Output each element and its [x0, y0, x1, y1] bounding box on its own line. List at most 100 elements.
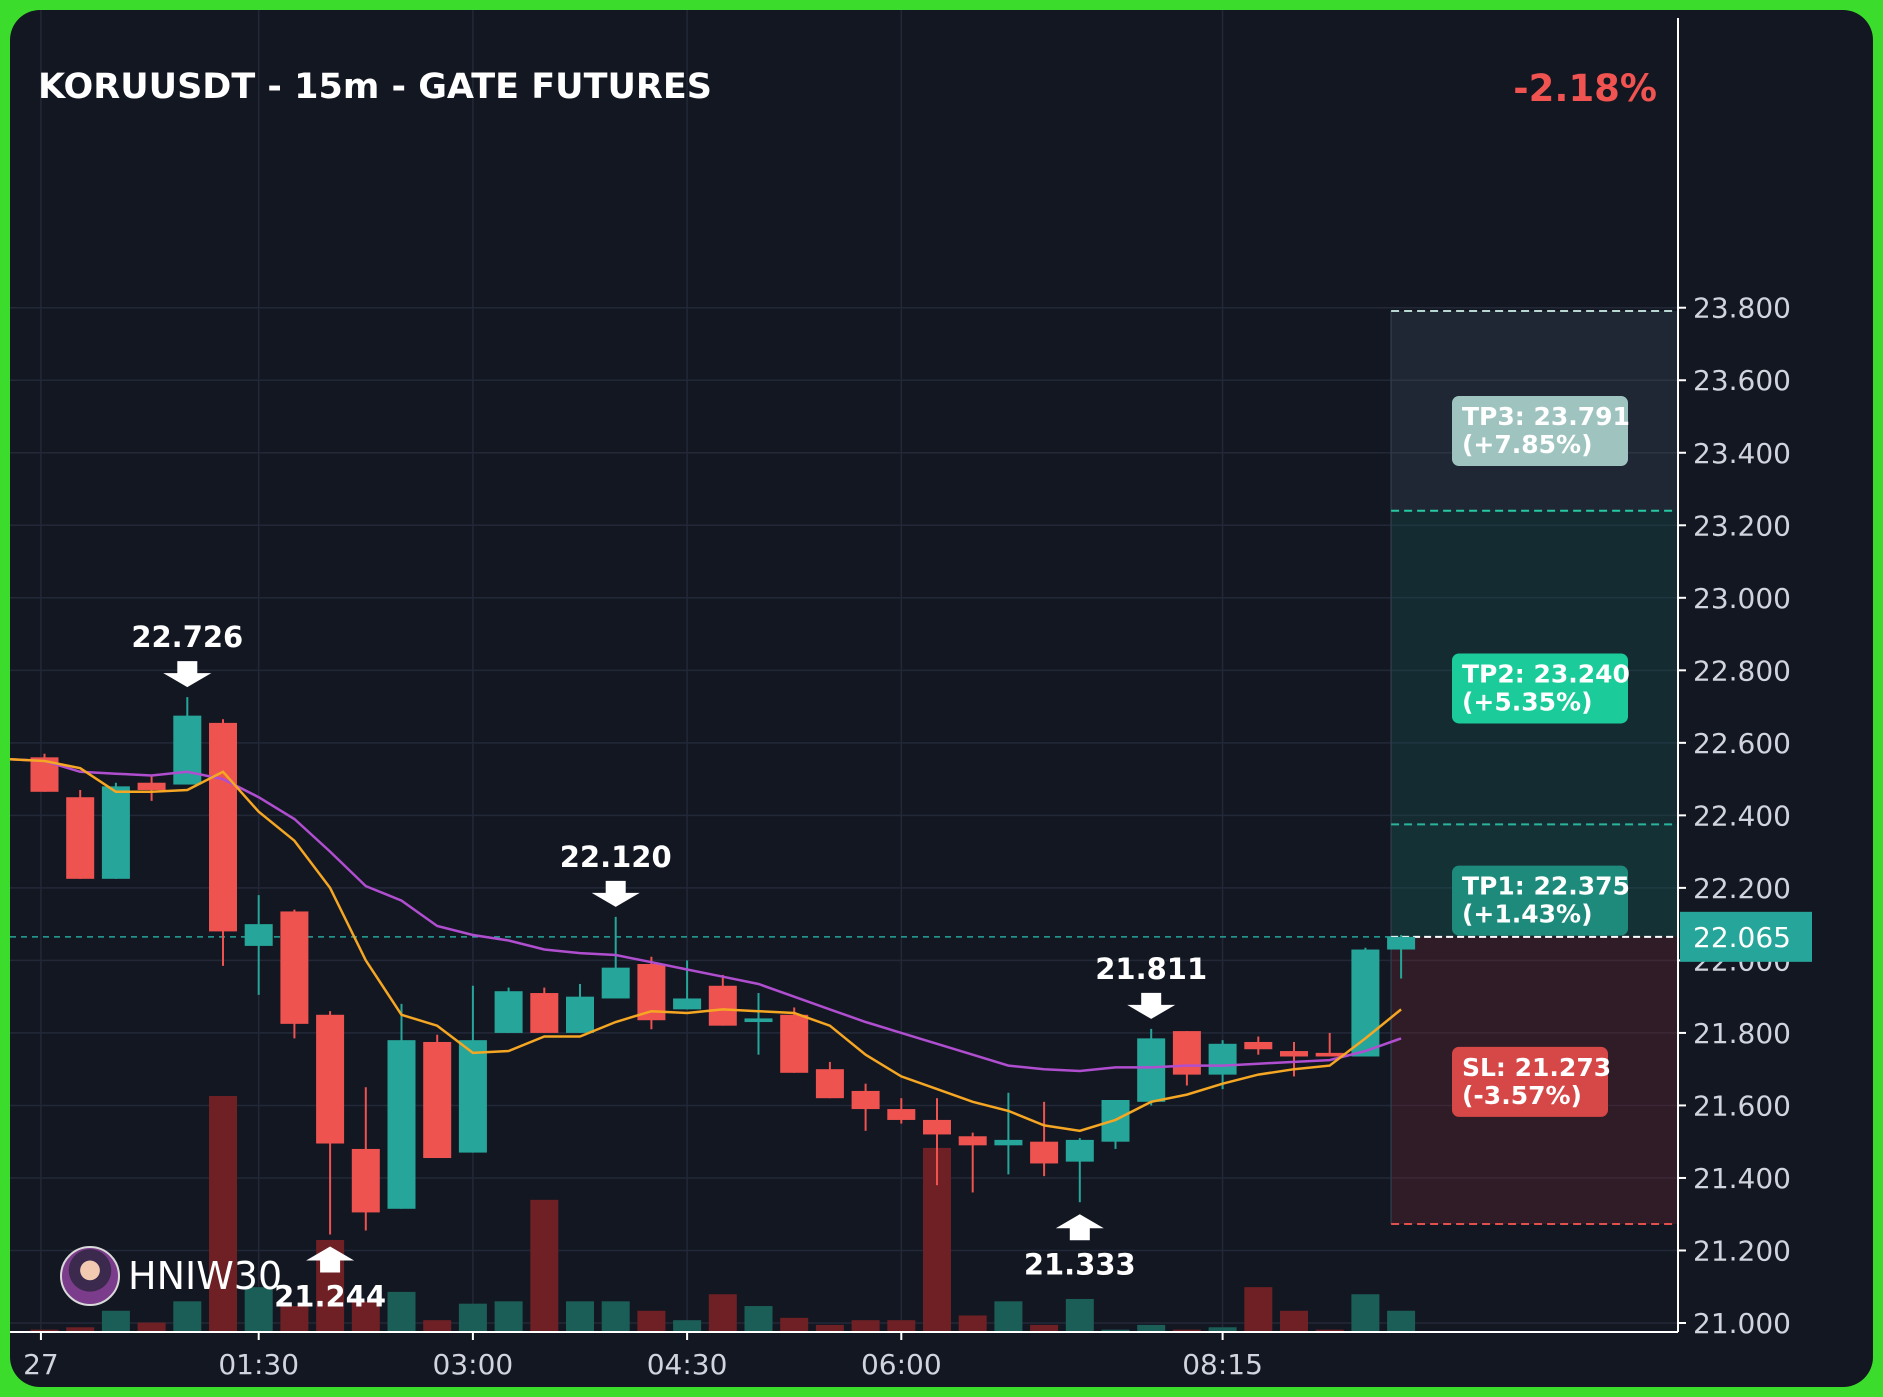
volume-bar	[1030, 1324, 1059, 1332]
avatar	[60, 1246, 120, 1306]
arrow-down-icon	[163, 661, 212, 688]
annotation-label: 21.811	[1095, 952, 1207, 986]
candle-body	[280, 911, 309, 1024]
candle-body	[1315, 1052, 1344, 1057]
y-tick-label: 21.400	[1693, 1162, 1791, 1195]
y-tick-label: 22.600	[1693, 727, 1791, 760]
candle-body	[601, 967, 630, 999]
candle-body	[351, 1148, 380, 1213]
y-tick-label: 21.800	[1693, 1017, 1791, 1050]
volume-bar	[1137, 1324, 1166, 1332]
volume-bar	[1280, 1310, 1308, 1332]
volume-bar	[887, 1320, 916, 1332]
chart-frame: 22.726 21.244 22.120 21.333 21.811 TP3: 23.79…	[10, 10, 1873, 1387]
volume-bar	[387, 1291, 416, 1332]
candle-body	[1351, 949, 1380, 1057]
y-tick-label: 23.600	[1693, 364, 1791, 397]
volume-bar	[815, 1324, 844, 1332]
x-tick-label: 01:30	[218, 1348, 299, 1381]
candle-body	[851, 1090, 880, 1110]
price-change: -2.18%	[1513, 67, 1657, 110]
logo-text: HNIW30	[128, 1254, 283, 1298]
volume-bar	[244, 1287, 273, 1332]
volume-bar	[851, 1320, 880, 1332]
label-line2: (-3.57%)	[1462, 1081, 1582, 1110]
candle-body	[815, 1069, 844, 1099]
candle-body	[566, 996, 594, 1033]
volume-bar	[1065, 1298, 1094, 1332]
volume-bar	[530, 1199, 559, 1332]
volume-bar	[137, 1322, 166, 1332]
label-line2: (+5.35%)	[1462, 687, 1593, 716]
candles	[30, 697, 1416, 1235]
x-tick-label: 27	[23, 1348, 59, 1381]
candle-body	[423, 1041, 452, 1159]
y-tick-label: 23.400	[1693, 437, 1791, 470]
label-tp1: TP1: 22.375(+1.43%)	[1452, 865, 1630, 936]
y-tick-label: 23.000	[1693, 582, 1791, 615]
volume-bar	[1351, 1294, 1380, 1332]
y-tick-label: 22.200	[1693, 872, 1791, 905]
annotation-label: 22.120	[560, 840, 672, 874]
label-tp3: TP3: 23.791(+7.85%)	[1452, 396, 1630, 467]
candle-body	[244, 924, 273, 946]
arrow-down-icon	[1127, 992, 1176, 1019]
candle-body	[137, 782, 166, 790]
volume-bar	[958, 1315, 987, 1332]
ma-slow-line	[10, 757, 1402, 1073]
y-tick-label: 22.800	[1693, 654, 1791, 687]
arrow-up-icon	[306, 1246, 355, 1273]
candle-body	[1208, 1043, 1237, 1075]
annotation-label: 21.244	[274, 1280, 386, 1314]
volume-bar	[673, 1320, 702, 1332]
volume-bar	[637, 1310, 666, 1332]
arrow-up-icon	[1055, 1214, 1104, 1241]
grid	[10, 10, 1678, 1332]
volume-bar	[66, 1327, 95, 1332]
label-line1: TP1: 22.375	[1462, 872, 1630, 901]
candle-body	[1244, 1041, 1273, 1050]
chart-title: KORUUSDT - 15m - GATE FUTURES	[38, 67, 712, 107]
candle-body	[209, 722, 237, 932]
volume-bar	[566, 1301, 594, 1332]
x-tick-label: 08:15	[1182, 1348, 1263, 1381]
price-chart[interactable]: 22.726 21.244 22.120 21.333 21.811 TP3: 23.79…	[10, 10, 1873, 1387]
arrow-down-icon	[591, 880, 640, 907]
volume-bar	[458, 1303, 487, 1332]
volume-bar	[1208, 1327, 1237, 1332]
ma-fast-line	[10, 757, 1402, 1133]
volume-bar	[1244, 1287, 1273, 1332]
annotations: 22.726 21.244 22.120 21.333 21.811	[131, 620, 1207, 1313]
volume-bar	[994, 1301, 1023, 1332]
label-sl: SL: 21.273(-3.57%)	[1452, 1046, 1611, 1117]
label-line2: (+1.43%)	[1462, 900, 1593, 929]
y-tick-label: 23.200	[1693, 509, 1791, 542]
candle-body	[387, 1040, 416, 1209]
volume-bar	[1101, 1329, 1130, 1332]
volume-bar	[280, 1306, 309, 1332]
x-tick-label: 04:30	[647, 1348, 728, 1381]
y-tick-label: 23.800	[1693, 292, 1791, 325]
candle-body	[994, 1139, 1023, 1146]
current-price-box	[1680, 911, 1812, 962]
annotation-label: 22.726	[131, 620, 243, 654]
volume-bar	[423, 1320, 452, 1332]
label-line1: TP2: 23.240	[1462, 659, 1630, 688]
x-tick-label: 06:00	[861, 1348, 942, 1381]
volume-bar	[708, 1294, 737, 1332]
candle-body	[1065, 1139, 1094, 1162]
volume-bar	[351, 1301, 380, 1332]
current-price-label: 22.065	[1693, 921, 1791, 954]
candle-body	[530, 993, 559, 1033]
volume-bar	[1172, 1329, 1201, 1332]
volume-bar	[173, 1301, 202, 1332]
volume-bar	[209, 1096, 237, 1332]
annotation-label: 21.333	[1024, 1247, 1136, 1281]
candle-body	[1172, 1031, 1201, 1075]
y-tick-label: 21.600	[1693, 1089, 1791, 1122]
volume-bar	[601, 1301, 630, 1332]
candle-body	[1137, 1038, 1166, 1102]
candle-body	[673, 998, 702, 1010]
candle-body	[887, 1109, 916, 1120]
